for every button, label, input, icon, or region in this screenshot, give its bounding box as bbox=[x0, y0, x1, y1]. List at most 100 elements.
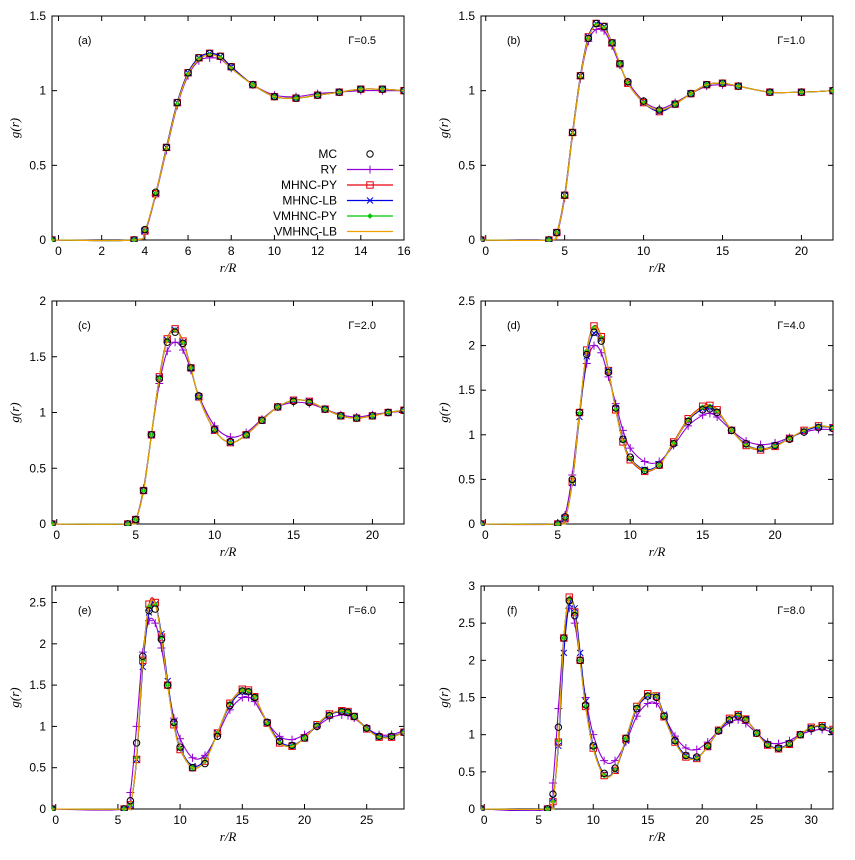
data-point-mc bbox=[671, 100, 679, 108]
data-point-mc bbox=[703, 80, 711, 89]
y-tick-label: 2.5 bbox=[458, 616, 475, 630]
x-tick-label: 5 bbox=[561, 244, 568, 258]
series-mhnc-lb bbox=[52, 49, 404, 242]
data-point-ry bbox=[597, 348, 606, 357]
x-axis-title: r/R bbox=[649, 829, 666, 844]
x-tick-label: 20 bbox=[795, 244, 809, 258]
data-point-ry bbox=[568, 470, 577, 479]
data-point-mc bbox=[565, 597, 573, 605]
series-mhnc-lb bbox=[481, 329, 833, 526]
data-point-mc bbox=[633, 704, 641, 713]
legend-swatch-marker bbox=[366, 150, 374, 158]
data-point-mc bbox=[258, 416, 266, 425]
y-tick-label: 1 bbox=[39, 719, 46, 733]
data-point-mc bbox=[242, 431, 250, 439]
data-point-mc bbox=[335, 88, 343, 96]
data-point-mc bbox=[644, 692, 652, 700]
y-tick-label: 0 bbox=[39, 802, 46, 816]
series-ry bbox=[481, 341, 833, 526]
data-point-mc bbox=[734, 712, 742, 720]
data-point-mc bbox=[400, 86, 404, 95]
y-tick-label: 2 bbox=[468, 339, 475, 353]
y-tick-label: 2.5 bbox=[458, 294, 475, 308]
x-tick-label: 10 bbox=[637, 244, 651, 258]
data-point-mc bbox=[584, 34, 593, 43]
x-axis-title: r/R bbox=[220, 260, 237, 275]
data-point-mc bbox=[173, 98, 181, 107]
data-point-mc bbox=[313, 722, 321, 731]
panel-a: 0 2 4 6 8 10 12 14 16 0 0.5 1 1.5 r/R g(r) (a) Γ=0.5 MC RY… bbox=[7, 9, 411, 275]
data-point-mc bbox=[655, 461, 663, 469]
data-point-mc bbox=[640, 466, 649, 475]
series-mc bbox=[52, 605, 404, 811]
x-tick-label: 5 bbox=[115, 813, 122, 827]
data-point-mc bbox=[622, 734, 630, 743]
panel-f: 0 5 10 15 20 25 30 0 0.5 1 1.5 2 2.5 3 r/R g(r) (f) Γ=8.0 bbox=[436, 579, 834, 844]
x-tick-label: 0 bbox=[482, 244, 489, 258]
plot-frame bbox=[51, 300, 405, 525]
series-mhnc-py bbox=[52, 49, 404, 242]
data-point-mc bbox=[554, 520, 562, 526]
data-point-mc bbox=[195, 392, 203, 400]
panel-label: (d) bbox=[507, 320, 520, 332]
data-point-mc bbox=[52, 236, 56, 242]
x-tick-label: 15 bbox=[696, 528, 710, 542]
data-point-mc bbox=[742, 716, 750, 724]
data-point-ry bbox=[275, 732, 284, 741]
data-point-ry bbox=[705, 409, 714, 418]
panel-d: 0 5 10 15 20 0 0.5 1 1.5 2 2.5 r/R g(r) (d) Γ=4.0 bbox=[436, 294, 834, 559]
data-point-ry bbox=[157, 643, 166, 652]
data-point-mc bbox=[624, 78, 632, 86]
x-tick-label: 20 bbox=[696, 813, 710, 827]
data-point-mc bbox=[785, 739, 794, 748]
gamma-label: Γ=6.0 bbox=[348, 605, 376, 617]
series-mhnc-py bbox=[481, 19, 833, 242]
data-point-mhnc-lb bbox=[481, 236, 485, 242]
data-point-mc bbox=[139, 486, 148, 495]
data-point-mc bbox=[170, 718, 178, 726]
data-point-mc bbox=[378, 85, 387, 93]
series-vmhnc-py bbox=[52, 52, 404, 242]
x-tick-label: 8 bbox=[228, 244, 235, 258]
data-point-mc bbox=[325, 711, 334, 720]
y-tick-label: 0.5 bbox=[458, 158, 475, 172]
x-tick-label: 14 bbox=[354, 244, 368, 258]
series-vmhnc-lb bbox=[481, 326, 833, 525]
series-line-ry bbox=[52, 57, 404, 242]
data-point-mhnc-lb bbox=[400, 406, 404, 414]
data-point-mc bbox=[176, 743, 184, 751]
data-point-ry bbox=[684, 421, 693, 430]
data-point-mc bbox=[201, 759, 209, 768]
x-tick-label: 15 bbox=[716, 244, 730, 258]
data-point-mc bbox=[210, 425, 219, 433]
data-point-mc bbox=[568, 475, 576, 484]
data-point-mc bbox=[157, 635, 166, 644]
series-line-vmhnc-lb bbox=[481, 326, 833, 525]
x-tick-label: 0 bbox=[53, 528, 60, 542]
series-line-ry bbox=[481, 607, 833, 811]
data-point-mc bbox=[375, 732, 383, 741]
gamma-label: Γ=4.0 bbox=[777, 320, 805, 332]
y-tick-label: 1.5 bbox=[458, 9, 475, 23]
data-point-mc bbox=[384, 408, 392, 417]
data-point-mc bbox=[226, 702, 234, 710]
y-tick-label: 1.5 bbox=[29, 678, 46, 692]
legend-item-mhnc-py: MHNC-PY bbox=[281, 178, 393, 192]
plot-area bbox=[481, 322, 833, 526]
y-tick-label: 1.5 bbox=[29, 9, 46, 23]
data-point-mc bbox=[205, 49, 214, 58]
x-tick-label: 15 bbox=[287, 528, 301, 542]
series-mc bbox=[52, 328, 404, 526]
series-ry bbox=[52, 338, 404, 526]
series-mc bbox=[481, 328, 833, 526]
x-tick-label: 10 bbox=[624, 528, 638, 542]
data-point-mc bbox=[560, 191, 569, 199]
data-point-mc bbox=[147, 431, 156, 439]
data-point-mc bbox=[753, 729, 761, 737]
series-vmhnc-lb bbox=[52, 54, 404, 242]
series-line-mhnc-py bbox=[52, 328, 404, 525]
data-point-mc bbox=[829, 424, 833, 433]
x-tick-label: 0 bbox=[482, 528, 489, 542]
x-tick-label: 30 bbox=[805, 813, 819, 827]
data-point-mc bbox=[52, 805, 56, 811]
